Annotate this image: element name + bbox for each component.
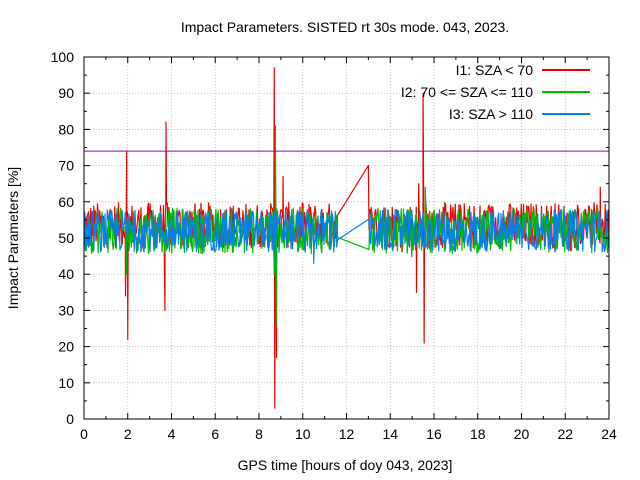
x-tick-label: 24 [601, 426, 617, 442]
y-tick-label: 60 [58, 194, 74, 210]
x-tick-label: 20 [514, 426, 530, 442]
y-tick-label: 100 [51, 49, 75, 65]
x-tick-label: 16 [426, 426, 442, 442]
y-axis-label: Impact Parameters [%] [5, 167, 21, 309]
plot-area [83, 67, 610, 409]
x-axis-label: GPS time [hours of doy 043, 2023] [238, 457, 453, 473]
x-tick-label: 10 [295, 426, 311, 442]
y-tick-label: 70 [58, 158, 74, 174]
x-tick-label: 6 [211, 426, 219, 442]
y-tick-label: 30 [58, 302, 74, 318]
x-tick-label: 4 [168, 426, 176, 442]
x-tick-label: 22 [557, 426, 573, 442]
y-tick-label: 0 [66, 411, 74, 427]
y-tick-label: 50 [58, 230, 74, 246]
x-tick-label: 12 [339, 426, 355, 442]
legend-label-2: I2: 70 <= SZA <= 110 [401, 84, 533, 100]
y-tick-label: 80 [58, 121, 74, 137]
y-tick-label: 40 [58, 266, 74, 282]
x-tick-label: 14 [382, 426, 398, 442]
y-tick-label: 90 [58, 85, 74, 101]
x-tick-label: 2 [124, 426, 132, 442]
chart-title: Impact Parameters. SISTED rt 30s mode. 0… [181, 19, 509, 35]
legend: I1: SZA < 70 I2: 70 <= SZA <= 110 I3: SZA … [401, 62, 590, 122]
legend-label-1: I1: SZA < 70 [456, 62, 534, 78]
axes: 0 2 4 6 8 10 12 14 16 18 20 22 240102030405060708090… [51, 49, 617, 442]
series-line-3 [83, 209, 610, 268]
x-tick-label: 8 [255, 426, 263, 442]
x-tick-label: 18 [470, 426, 486, 442]
x-tick-label: 0 [80, 426, 88, 442]
y-tick-label: 20 [58, 339, 74, 355]
legend-label-3: I3: SZA > 110 [449, 106, 533, 122]
y-tick-label: 10 [58, 375, 74, 391]
